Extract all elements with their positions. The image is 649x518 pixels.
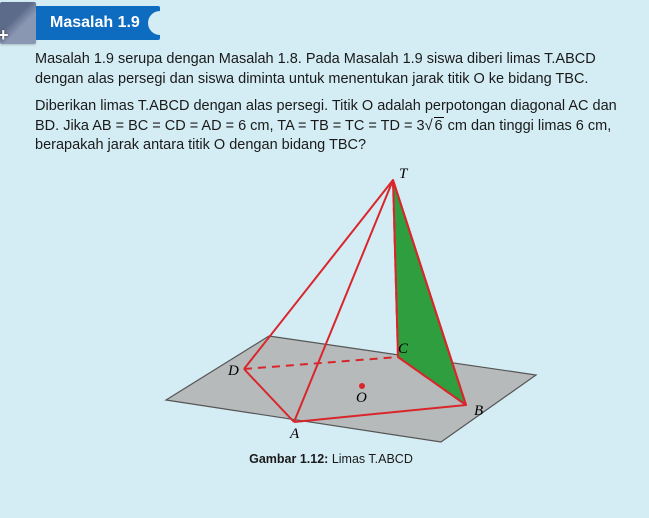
svg-text:D: D xyxy=(227,363,239,379)
p2-coef: 3 xyxy=(416,118,424,134)
figure-wrap: T A B C D O Gambar 1.12: Limas T.ABCD xyxy=(35,162,627,466)
svg-text:C: C xyxy=(398,341,409,357)
caption-bold: Gambar 1.12: xyxy=(249,452,328,466)
pyramid-figure: T A B C D O xyxy=(116,162,546,452)
title-text: Masalah 1.9 xyxy=(50,14,140,31)
p2-radicand: 6 xyxy=(434,117,444,134)
svg-text:A: A xyxy=(289,426,300,442)
paragraph-2: Diberikan limas T.ABCD dengan alas perse… xyxy=(35,97,627,156)
sqrt-expr: 6 xyxy=(425,117,444,137)
title-tab: Masalah 1.9 xyxy=(36,6,160,40)
paragraph-1: Masalah 1.9 serupa dengan Masalah 1.8. P… xyxy=(35,50,627,89)
header-row: Masalah 1.9 xyxy=(0,0,627,44)
svg-text:O: O xyxy=(356,390,367,406)
tool-icon xyxy=(0,2,36,44)
figure-caption: Gambar 1.12: Limas T.ABCD xyxy=(249,452,413,466)
svg-text:B: B xyxy=(474,403,483,419)
svg-text:T: T xyxy=(399,166,409,182)
body-text: Masalah 1.9 serupa dengan Masalah 1.8. P… xyxy=(35,50,627,156)
problem-card: Masalah 1.9 Masalah 1.9 serupa dengan Ma… xyxy=(0,0,649,518)
caption-rest: Limas T.ABCD xyxy=(328,452,413,466)
